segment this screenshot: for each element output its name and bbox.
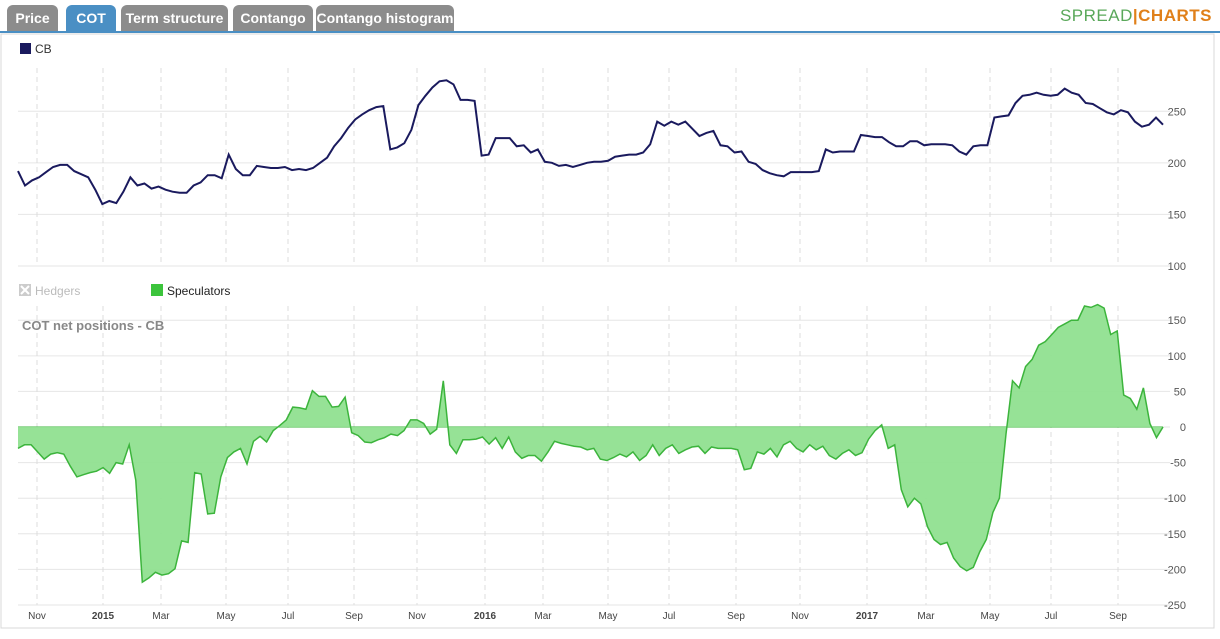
cot-tick-label: -100 bbox=[1164, 493, 1186, 505]
legend-speculators-label[interactable]: Speculators bbox=[167, 284, 230, 298]
cot-tick-label: -50 bbox=[1170, 458, 1186, 470]
x-tick-label: Nov bbox=[408, 611, 426, 622]
logo-text-spread: SPREAD bbox=[1059, 6, 1133, 25]
tab-cot[interactable]: COT bbox=[66, 5, 116, 31]
price-tick-label: 150 bbox=[1168, 209, 1186, 221]
chart-area: CB 100 150 200 250 Hedgers Speculators COT … bbox=[0, 33, 1220, 634]
cot-tick-label: 150 bbox=[1168, 315, 1186, 327]
x-tick-label: Sep bbox=[345, 611, 363, 622]
x-tick-label: Jul bbox=[663, 611, 676, 622]
price-tick-label: 250 bbox=[1168, 106, 1186, 118]
x-tick-label: 2015 bbox=[92, 611, 115, 622]
legend-hedgers[interactable]: Hedgers bbox=[19, 284, 80, 298]
tab-term-structure[interactable]: Term structure bbox=[121, 5, 228, 31]
x-tick-label: Sep bbox=[1109, 611, 1127, 622]
cot-tick-label: 50 bbox=[1174, 386, 1186, 398]
speculators-line bbox=[17, 303, 1164, 584]
x-tick-label: Mar bbox=[152, 611, 170, 622]
price-tick-label: 100 bbox=[1168, 261, 1186, 273]
legend-hedgers-label[interactable]: Hedgers bbox=[35, 284, 80, 298]
cot-tick-label: -200 bbox=[1164, 564, 1186, 576]
cot-tick-label: -250 bbox=[1164, 600, 1186, 612]
speculators-area bbox=[18, 304, 1163, 583]
x-axis: Nov 2015 Mar May Jul Sep Nov 2016 Mar May Jul Sep No… bbox=[28, 611, 1127, 622]
legend-speculators[interactable]: Speculators bbox=[151, 284, 230, 298]
tab-price[interactable]: Price bbox=[7, 5, 58, 31]
legend-speculators-swatch[interactable] bbox=[151, 284, 163, 296]
x-tick-label: Jul bbox=[282, 611, 295, 622]
spreadcharts-logo[interactable]: SPREAD|CHARTS bbox=[1059, 6, 1212, 25]
legend-cb-swatch[interactable] bbox=[20, 43, 31, 54]
cot-chart-title: COT net positions - CB bbox=[22, 318, 164, 333]
x-tick-label: May bbox=[599, 611, 618, 622]
price-grid bbox=[18, 110, 1170, 267]
x-tick-label: Sep bbox=[727, 611, 745, 622]
x-tick-label: Mar bbox=[534, 611, 552, 622]
x-tick-label: May bbox=[981, 611, 1000, 622]
cot-tick-label: -150 bbox=[1164, 529, 1186, 541]
x-tick-label: May bbox=[217, 611, 236, 622]
cot-tick-label: 100 bbox=[1168, 351, 1186, 363]
tab-contango-histogram[interactable]: Contango histogram bbox=[316, 5, 454, 31]
x-tick-label: 2017 bbox=[856, 611, 879, 622]
cot-tick-label: 0 bbox=[1180, 422, 1186, 434]
disabled-x-icon bbox=[20, 285, 30, 295]
x-tick-label: Nov bbox=[28, 611, 46, 622]
tab-contango[interactable]: Contango bbox=[233, 5, 313, 31]
x-tick-label: 2016 bbox=[474, 611, 497, 622]
price-y-axis: 100 150 200 250 bbox=[1168, 106, 1186, 273]
price-line-cb bbox=[17, 79, 1164, 206]
logo-text-charts: CHARTS bbox=[1138, 6, 1212, 25]
tab-bar: Price COT Term structure Contango Contan… bbox=[0, 0, 1220, 33]
price-tick-label: 200 bbox=[1168, 158, 1186, 170]
legend-cb-label[interactable]: CB bbox=[35, 42, 52, 56]
x-tick-label: Jul bbox=[1045, 611, 1058, 622]
cot-chart-svg: CB 100 150 200 250 Hedgers Speculators COT … bbox=[0, 33, 1215, 629]
x-tick-label: Mar bbox=[917, 611, 935, 622]
x-tick-label: Nov bbox=[791, 611, 809, 622]
vertical-gridlines bbox=[36, 68, 1119, 605]
